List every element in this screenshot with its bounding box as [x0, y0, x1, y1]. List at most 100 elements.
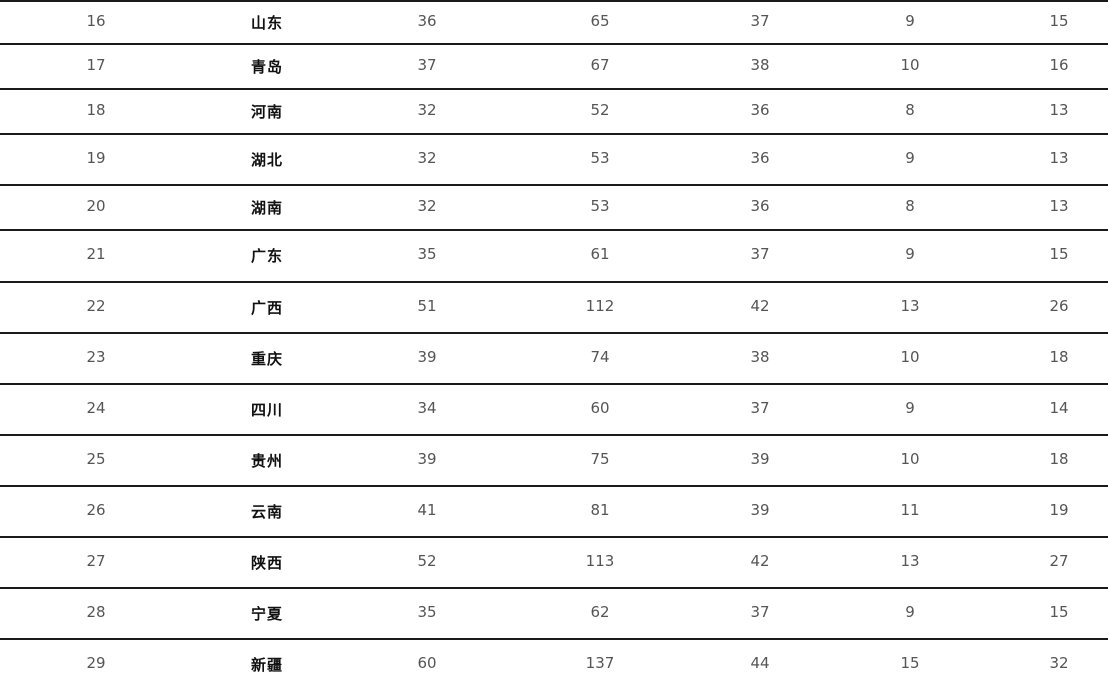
value-cell: 32: [417, 100, 437, 119]
value-cell: 37: [750, 245, 770, 263]
row-divider: [0, 184, 1108, 186]
value-cell: 18: [1049, 449, 1069, 468]
value-cell: 13: [1049, 196, 1069, 215]
value-cell: 9: [905, 11, 915, 30]
region-name: 贵州: [250, 451, 284, 470]
value-cell: 11: [900, 500, 920, 519]
value-cell: 32: [417, 148, 437, 167]
value-cell: 36: [750, 148, 770, 167]
value-cell: 39: [417, 449, 437, 468]
row-index: 17: [86, 55, 106, 74]
row-index: 22: [86, 296, 106, 315]
value-cell: 42: [750, 551, 770, 570]
value-cell: 75: [590, 449, 610, 468]
value-cell: 15: [1049, 602, 1069, 621]
value-cell: 10: [900, 55, 920, 74]
row-divider: [0, 434, 1108, 436]
value-cell: 26: [1049, 296, 1069, 315]
value-cell: 65: [590, 11, 610, 30]
value-cell: 10: [900, 449, 920, 468]
row-divider: [0, 229, 1108, 231]
value-cell: 18: [1049, 347, 1069, 366]
region-name: 广西: [250, 298, 284, 317]
value-cell: 53: [590, 196, 610, 215]
region-name: 青岛: [250, 57, 284, 76]
value-cell: 81: [590, 500, 610, 519]
value-cell: 8: [905, 100, 915, 119]
table-row: 22 广西 51 112 42 13 26: [0, 282, 1108, 333]
region-name: 广东: [250, 247, 284, 265]
value-cell: 60: [590, 398, 610, 417]
region-name: 陕西: [250, 553, 284, 572]
table-row: 18 河南 32 52 36 8 13: [0, 89, 1108, 134]
row-divider: [0, 0, 1108, 2]
table-row: 25 贵州 39 75 39 10 18: [0, 435, 1108, 486]
table-row: 21 广东 35 61 37 9 15: [0, 230, 1108, 282]
value-cell: 15: [1049, 245, 1069, 263]
value-cell: 13: [1049, 100, 1069, 119]
value-cell: 62: [590, 602, 610, 621]
value-cell: 60: [417, 653, 437, 672]
table-row: 29 新疆 60 137 44 15 32: [0, 639, 1108, 690]
value-cell: 15: [900, 653, 920, 672]
value-cell: 137: [585, 653, 615, 672]
row-divider: [0, 332, 1108, 334]
region-name: 山东: [250, 13, 284, 32]
value-cell: 32: [1049, 653, 1069, 672]
value-cell: 32: [417, 196, 437, 215]
region-name: 四川: [250, 400, 284, 419]
value-cell: 36: [750, 100, 770, 119]
value-cell: 39: [750, 449, 770, 468]
value-cell: 112: [585, 296, 615, 315]
value-cell: 16: [1049, 55, 1069, 74]
value-cell: 61: [590, 245, 610, 263]
row-divider: [0, 281, 1108, 283]
value-cell: 113: [585, 551, 615, 570]
value-cell: 14: [1049, 398, 1069, 417]
value-cell: 37: [750, 11, 770, 30]
value-cell: 52: [417, 551, 437, 570]
value-cell: 37: [750, 602, 770, 621]
value-cell: 34: [417, 398, 437, 417]
row-index: 25: [86, 449, 106, 468]
value-cell: 36: [750, 196, 770, 215]
region-name: 宁夏: [250, 604, 284, 623]
region-name: 云南: [250, 502, 284, 521]
row-index: 21: [86, 245, 106, 263]
region-name: 河南: [250, 102, 284, 121]
row-divider: [0, 638, 1108, 640]
value-cell: 13: [900, 296, 920, 315]
value-cell: 27: [1049, 551, 1069, 570]
row-divider: [0, 88, 1108, 90]
table-row: 20 湖南 32 53 36 8 13: [0, 185, 1108, 230]
row-index: 26: [86, 500, 106, 519]
row-index: 18: [86, 100, 106, 119]
row-divider: [0, 43, 1108, 45]
value-cell: 37: [750, 398, 770, 417]
region-name: 新疆: [250, 655, 284, 674]
table-row: 19 湖北 32 53 36 9 13: [0, 134, 1108, 185]
value-cell: 15: [1049, 11, 1069, 30]
value-cell: 19: [1049, 500, 1069, 519]
value-cell: 38: [750, 347, 770, 366]
value-cell: 8: [905, 196, 915, 215]
row-index: 24: [86, 398, 106, 417]
row-index: 20: [86, 196, 106, 215]
value-cell: 67: [590, 55, 610, 74]
value-cell: 36: [417, 11, 437, 30]
value-cell: 9: [905, 245, 915, 263]
value-cell: 74: [590, 347, 610, 366]
value-cell: 52: [590, 100, 610, 119]
value-cell: 37: [417, 55, 437, 74]
value-cell: 39: [750, 500, 770, 519]
value-cell: 53: [590, 148, 610, 167]
row-index: 19: [86, 148, 106, 167]
value-cell: 38: [750, 55, 770, 74]
value-cell: 44: [750, 653, 770, 672]
value-cell: 13: [900, 551, 920, 570]
row-index: 29: [86, 653, 106, 672]
row-divider: [0, 133, 1108, 135]
value-cell: 39: [417, 347, 437, 366]
row-divider: [0, 485, 1108, 487]
row-index: 16: [86, 11, 106, 30]
